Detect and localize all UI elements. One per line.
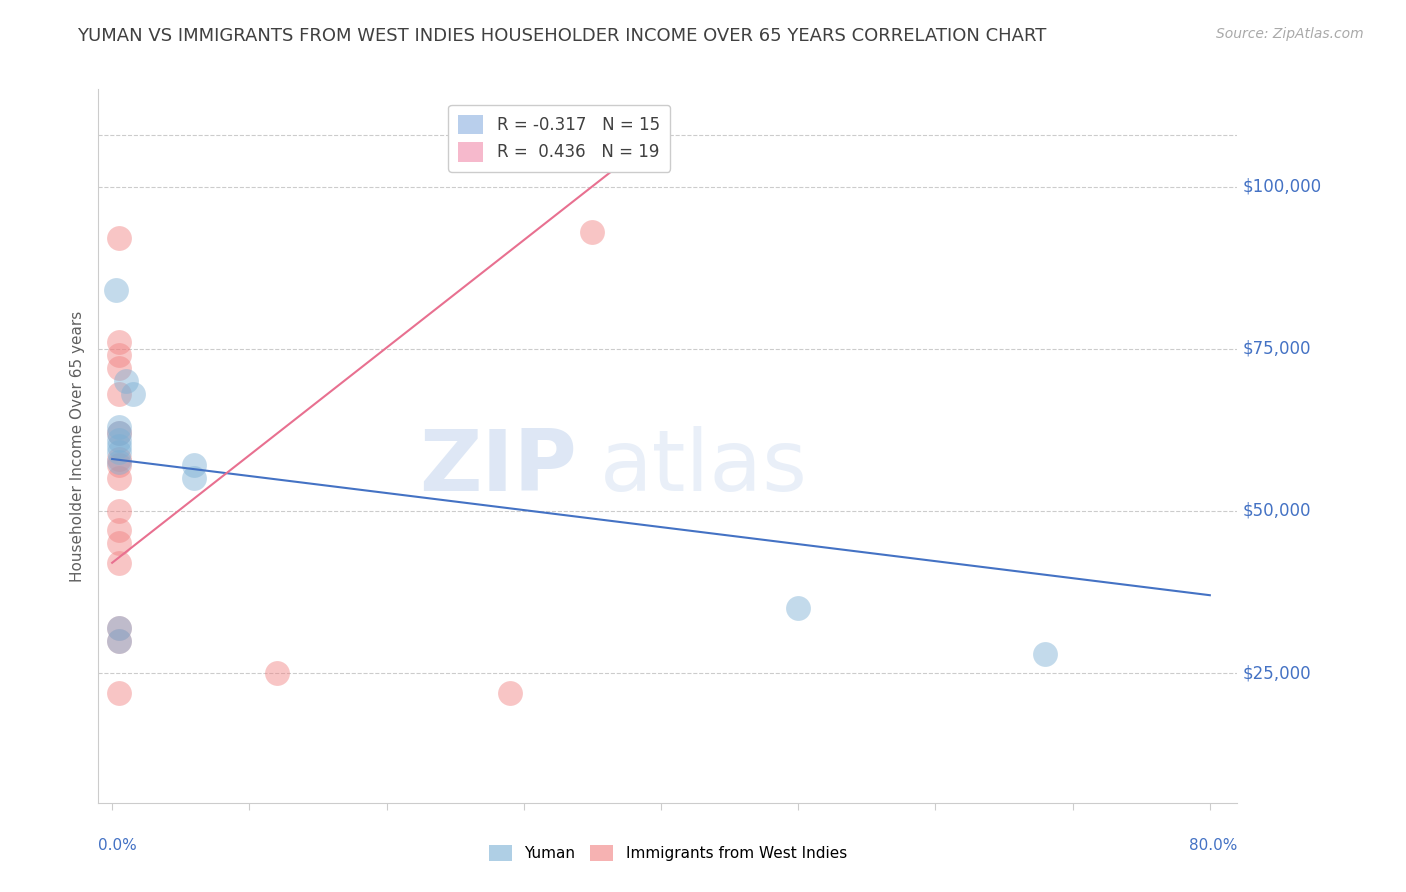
Point: [581, 225, 603, 239]
Text: $50,000: $50,000: [1243, 502, 1312, 520]
Point: [108, 425, 131, 440]
Point: [787, 601, 810, 615]
Point: [108, 445, 131, 459]
Point: [108, 556, 131, 570]
Point: [108, 633, 131, 648]
Legend: Yuman, Immigrants from West Indies: Yuman, Immigrants from West Indies: [482, 839, 853, 867]
Point: [105, 283, 128, 297]
Point: [108, 524, 131, 538]
Point: [108, 348, 131, 362]
Point: [108, 633, 131, 648]
Point: [108, 504, 131, 518]
Point: [108, 433, 131, 447]
Point: [108, 387, 131, 401]
Point: [115, 374, 138, 388]
Point: [121, 387, 143, 401]
Point: [108, 458, 131, 473]
Point: [108, 621, 131, 635]
Text: Source: ZipAtlas.com: Source: ZipAtlas.com: [1216, 27, 1364, 41]
Text: $25,000: $25,000: [1243, 664, 1312, 682]
Text: ZIP: ZIP: [419, 425, 576, 509]
Point: [266, 666, 288, 681]
Point: [183, 458, 205, 473]
Point: [108, 419, 131, 434]
Text: YUMAN VS IMMIGRANTS FROM WEST INDIES HOUSEHOLDER INCOME OVER 65 YEARS CORRELATIO: YUMAN VS IMMIGRANTS FROM WEST INDIES HOU…: [77, 27, 1046, 45]
Point: [499, 685, 522, 699]
Point: [108, 536, 131, 550]
Point: [108, 425, 131, 440]
Point: [108, 621, 131, 635]
Y-axis label: Householder Income Over 65 years: Householder Income Over 65 years: [69, 310, 84, 582]
Text: 80.0%: 80.0%: [1189, 838, 1237, 854]
Point: [108, 471, 131, 485]
Point: [108, 335, 131, 350]
Text: $100,000: $100,000: [1243, 178, 1322, 195]
Text: atlas: atlas: [599, 425, 807, 509]
Point: [108, 452, 131, 467]
Point: [1033, 647, 1056, 661]
Point: [183, 471, 205, 485]
Point: [108, 455, 131, 469]
Text: 0.0%: 0.0%: [98, 838, 138, 854]
Point: [108, 231, 131, 245]
Point: [108, 439, 131, 453]
Text: $75,000: $75,000: [1243, 340, 1312, 358]
Point: [108, 361, 131, 376]
Point: [108, 685, 131, 699]
